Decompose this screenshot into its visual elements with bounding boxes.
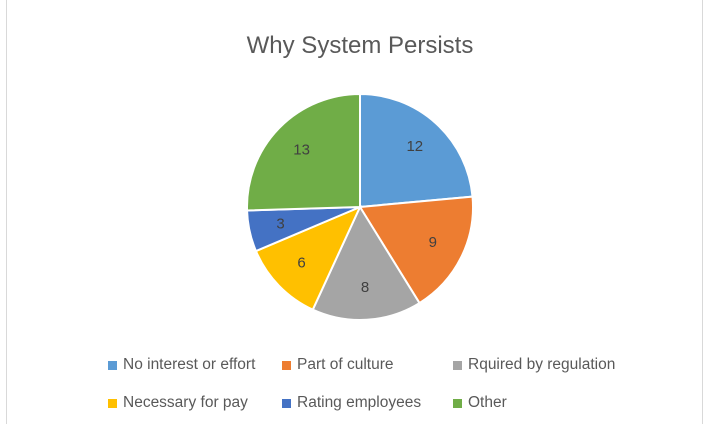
chart-frame: [6, 0, 703, 424]
chart-title: Why System Persists: [246, 32, 474, 59]
pie-data-labels: 12 9 8 6 3 13: [276, 138, 437, 296]
pie-slices: [246, 92, 474, 321]
data-label-0: 12: [406, 138, 423, 155]
data-label-2: 8: [361, 279, 369, 296]
data-label-5: 13: [293, 141, 310, 158]
pie-slice-5: [246, 92, 361, 212]
data-label-3: 6: [297, 255, 305, 272]
pie-slice-1: [358, 195, 474, 305]
pie-slice-0: [359, 92, 474, 209]
pie-slice-3: [254, 205, 362, 311]
data-label-1: 9: [429, 234, 437, 251]
data-label-4: 3: [276, 215, 284, 232]
pie-slice-2: [311, 204, 421, 321]
